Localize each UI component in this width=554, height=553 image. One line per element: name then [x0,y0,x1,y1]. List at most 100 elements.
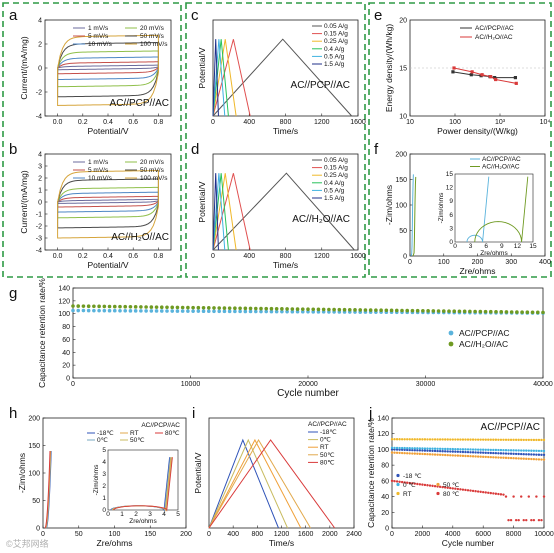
group-box-3 [368,2,552,278]
panel-j-point [517,518,520,522]
panel-j-point [494,448,498,452]
panel-i-legend-label: 50℃ [320,452,335,459]
panel-j-point [395,438,399,441]
panel-g-point [243,309,248,314]
panel-j-point [471,438,475,441]
panel-a-xtick-label: 0.4 [103,119,113,126]
panel-j-point [499,456,503,459]
panel-g-point [81,308,86,313]
panel-g-point [457,309,462,314]
panel-g-ytick-label: 140 [58,286,70,293]
panel-d-xtick-label: 0 [211,253,215,260]
panel-g-point [462,309,467,314]
panel-j-point [416,452,419,455]
panel-g-point [447,309,451,313]
panel-j-point [451,487,454,490]
panel-j-point [492,492,495,495]
panel-g-xtick-label: 10000 [181,381,201,388]
panel-j-xtick-label: 0 [390,531,394,538]
panel-j-point [433,453,437,456]
group-box-2 [185,2,366,278]
panel-g-legend-label: AC//H₂O//AC [459,339,508,349]
panel-f-xlabel: Zre/ohms [460,266,496,276]
panel-j-frame [391,417,545,529]
panel-g-xtick-label: 20000 [298,381,318,388]
panel-a-xtick-label: 0.6 [128,119,138,126]
panel-g-point [488,309,493,314]
panel-g-point [421,308,425,313]
panel-g-point [227,306,232,310]
panel-j-point [411,452,414,455]
panel-c-legend-label: 0.25 A/g [324,38,348,45]
panel-j-point [504,438,508,442]
panel-j-point [527,438,530,442]
panel-j-point [459,454,462,457]
panel-e-series-line [453,67,517,84]
panel-j-point [403,446,406,450]
panel-g-point [410,308,415,313]
panel-j-point [438,438,442,441]
panel-j-point [469,489,472,492]
panel-j-point [542,438,546,442]
panel-j-point [403,451,406,455]
panel-j-point [527,457,530,461]
panel-h-legend-label: 0℃ [97,437,109,444]
panel-g-point [71,304,75,308]
panel-g-point [473,309,477,314]
panel-j-point [446,447,449,451]
panel-g-point [102,308,107,313]
panel-j-point [421,447,424,450]
panel-j-point [474,438,477,441]
panel-g-point [149,309,154,313]
panel-j-point [406,438,409,441]
panel-j-point [398,480,401,483]
panel-j-point [461,450,465,454]
panel-g-point [248,306,253,311]
panel-j-point [542,453,546,457]
panel-f-xtick-label: 300 [505,259,517,266]
panel-g-point [186,305,190,310]
panel-j-point [469,455,472,458]
panel-c-xtick-label: 0 [211,119,215,126]
panel-h-legend-label: -18℃ [97,430,114,437]
panel-g-ylabel: Capacitance retention rate/% [37,278,47,388]
panel-j-point [449,447,452,451]
panel-g-point [217,309,222,314]
panel-g-point [180,305,185,310]
panel-f-series-line [412,176,417,257]
panel-j-point [438,485,442,489]
panel-g-point [92,304,96,309]
panel-b-legend-label: 1 mV/s [88,159,109,166]
panel-j-point [497,492,500,496]
panel-c-gcd-curve [212,39,226,117]
panel-a-cv-curve [57,61,159,75]
panel-b-legend-label: 50 mV/s [140,167,165,174]
panel-h-ytick-label: 50 [32,498,40,505]
panel-j-point [514,438,518,442]
panel-b-xtick-label: 0.2 [78,253,88,260]
panel-g-point [316,310,321,314]
panel-j-point [426,449,429,452]
panel-b-xtick-label: 0.8 [154,253,164,260]
panel-j-point [509,456,513,460]
panel-j-ytick-label: 100 [377,447,389,454]
panel-f-xtick-label: 0 [408,259,412,266]
panel-c-gcd-curve [212,39,229,117]
panel-j-point [461,438,465,441]
panel-g-point [170,309,175,313]
panel-g-point [123,304,128,309]
panel-j-point [482,490,485,494]
panel-j-point [509,449,513,452]
panel-i-xtick-label: 800 [251,531,263,538]
panel-label-c: c [191,7,199,24]
panel-j-point [482,455,485,459]
panel-j-point [421,449,424,452]
panel-a-legend-label: 50 mV/s [140,33,165,40]
panel-h-inset-ytick-label: 0 [102,507,106,514]
panel-h-inset-ytick-label: 4 [102,459,106,466]
panel-j-point [403,481,406,484]
panel-j-point [464,450,467,454]
panel-f-inset-xtick-label: 3 [469,243,473,250]
panel-j-point [530,449,533,452]
panel-g-point [159,305,164,310]
